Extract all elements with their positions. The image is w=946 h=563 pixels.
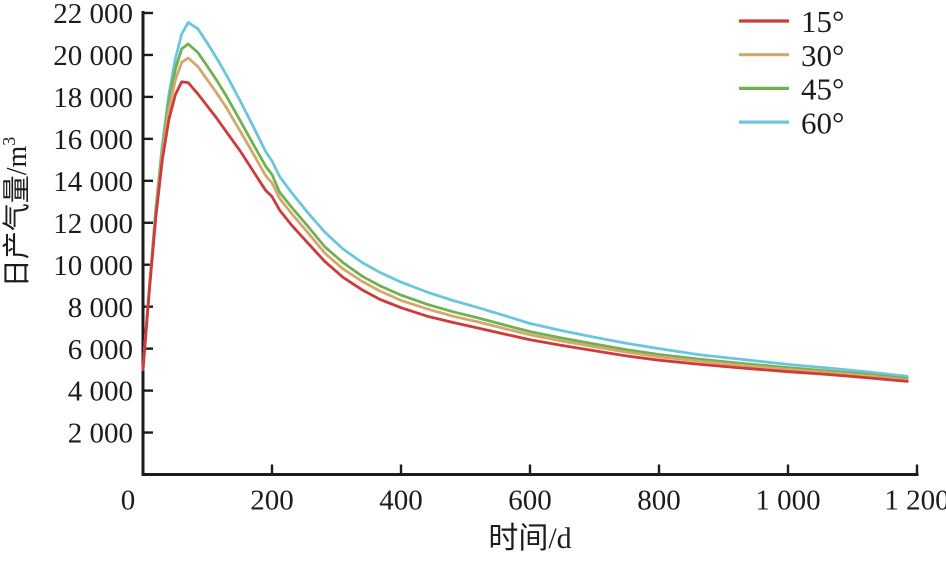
y-tick-label: 8 000 <box>68 292 133 324</box>
curve-15deg <box>141 80 909 383</box>
y-tick-label: 12 000 <box>53 208 133 240</box>
y-tick-label: 6 000 <box>68 334 133 366</box>
y-tick-label: 18 000 <box>53 82 133 114</box>
x-axis-title: 时间/d <box>488 522 571 555</box>
y-axis-title: 日产气量/m3 <box>0 137 33 288</box>
legend: 15°30°45°60° <box>739 4 844 140</box>
x-tick-label: 600 <box>508 485 552 517</box>
y-tick-label: 10 000 <box>53 250 133 282</box>
curve-45deg <box>141 42 909 380</box>
legend-item-30deg: 30° <box>739 38 844 73</box>
y-axis-title-superscript: 3 <box>0 137 19 146</box>
legend-item-60deg: 60° <box>739 105 844 140</box>
legend-label: 45° <box>801 72 844 107</box>
y-tick-label: 2 000 <box>68 418 133 450</box>
legend-label: 15° <box>801 4 844 39</box>
x-tick-label: 400 <box>379 485 423 517</box>
legend-item-15deg: 15° <box>739 4 844 39</box>
y-tick-label: 14 000 <box>53 166 133 198</box>
x-tick-label: 0 <box>121 485 136 517</box>
x-tick-label: 200 <box>250 485 294 517</box>
y-tick-label: 16 000 <box>53 124 133 156</box>
curve-30deg <box>141 56 909 382</box>
y-tick-label: 22 000 <box>53 0 133 30</box>
legend-item-45deg: 45° <box>739 72 844 107</box>
y-tick-label: 4 000 <box>68 376 133 408</box>
y-tick-label: 20 000 <box>53 40 133 72</box>
x-tick-label: 1 000 <box>755 485 820 517</box>
curve-60deg <box>141 21 909 378</box>
x-tick-label: 1 200 <box>884 485 946 517</box>
legend-label: 60° <box>801 105 844 140</box>
x-tick-label: 800 <box>637 485 681 517</box>
legend-label: 30° <box>801 38 844 73</box>
